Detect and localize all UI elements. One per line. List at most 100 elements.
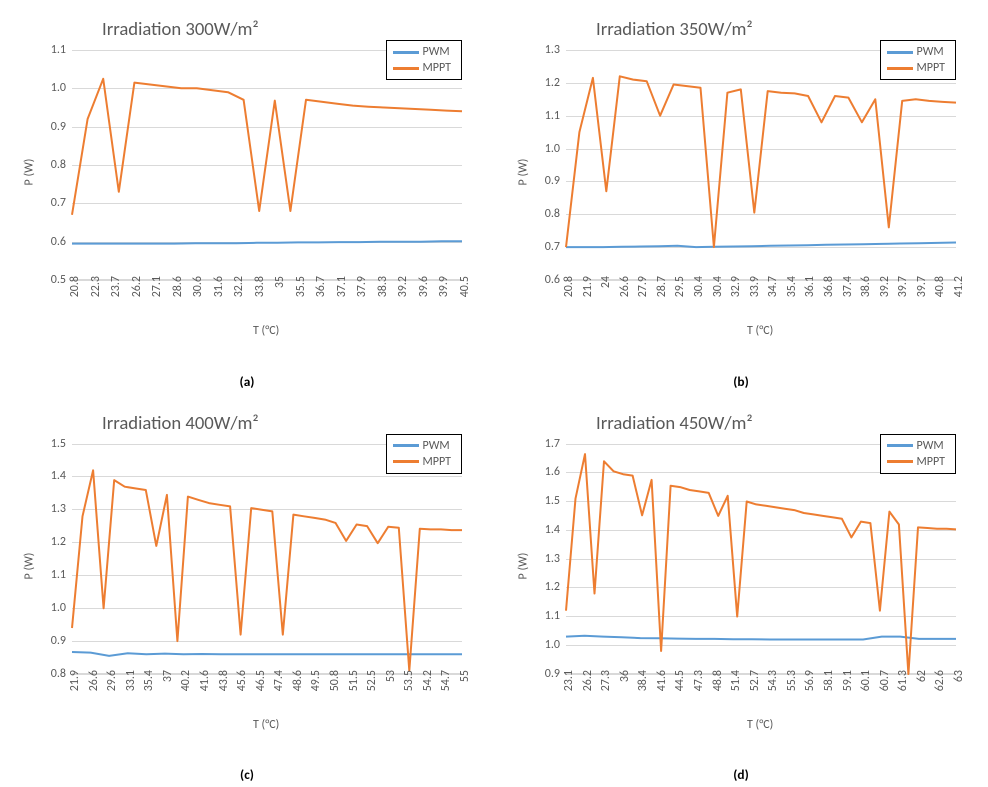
x-tick-label: 32.9 (729, 276, 743, 318)
y-tick-label: 1.3 (10, 502, 66, 516)
y-tick-label: 1.2 (504, 76, 560, 90)
x-tick-label: 38.4 (636, 670, 650, 712)
x-tick-label: 21.9 (581, 276, 595, 318)
x-tick-label: 27.3 (599, 670, 613, 712)
x-tick-label: 55 (458, 670, 472, 712)
series-pwm (566, 635, 956, 639)
x-tick-label: 26.2 (130, 276, 144, 318)
x-tick-label: 32.2 (232, 276, 246, 318)
y-tick-label: 1.4 (504, 523, 560, 537)
x-tick-label: 53.5 (402, 670, 416, 712)
legend-pwm: PWM (393, 45, 451, 59)
y-tick-label: 0.9 (10, 634, 66, 648)
legend-pwm: PWM (393, 439, 451, 453)
x-tick-label: 36.7 (314, 276, 328, 318)
x-tick-label: 60.1 (859, 670, 873, 712)
x-tick-label: 35.4 (785, 276, 799, 318)
x-tick-label: 39.7 (896, 276, 910, 318)
x-tick-label: 47.3 (692, 670, 706, 712)
legend-line-swatch (887, 444, 913, 447)
x-tick-label: 41.6 (198, 670, 212, 712)
x-tick-label: 53 (384, 670, 398, 712)
chart-wrap: Irradiation 400W/m²PWMMPPT0.80.91.01.11.… (10, 404, 484, 765)
x-tick-label: 28.7 (655, 276, 669, 318)
y-tick-label: 0.7 (504, 240, 560, 254)
x-tick-label: 39.6 (417, 276, 431, 318)
legend-line-swatch (393, 444, 419, 447)
y-tick-label: 1.4 (10, 469, 66, 483)
legend: PWM MPPT (386, 40, 462, 80)
x-tick-label: 26.6 (87, 670, 101, 712)
subplot-label: (d) (733, 766, 748, 783)
x-tick-label: 41.6 (655, 670, 669, 712)
legend-mppt: MPPT (887, 455, 945, 469)
legend: PWM MPPT (880, 434, 956, 474)
x-axis-label: T (°C) (253, 718, 279, 732)
x-tick-label: 47.4 (272, 670, 286, 712)
x-tick-label: 38.6 (859, 276, 873, 318)
x-tick-label: 59.1 (841, 670, 855, 712)
y-tick-label: 0.9 (10, 120, 66, 134)
x-tick-label: 20.8 (68, 276, 82, 318)
series-pwm (566, 243, 956, 248)
chart-title: Irradiation 450W/m² (596, 412, 753, 435)
y-tick-label: 1.1 (504, 109, 560, 123)
legend-line-swatch (887, 67, 913, 70)
chart-wrap: Irradiation 350W/m²PWMMPPT0.60.70.80.91.… (504, 10, 978, 371)
series-mppt (72, 79, 462, 215)
series-svg (72, 444, 462, 674)
chart-cell: Irradiation 300W/m²PWMMPPT0.50.60.70.80.… (0, 0, 494, 394)
x-tick-label: 37 (161, 670, 175, 712)
series-svg (566, 444, 956, 674)
legend-pwm: PWM (887, 45, 945, 59)
legend-pwm: PWM (887, 439, 945, 453)
x-tick-label: 31.6 (212, 276, 226, 318)
subplot-label: (c) (240, 766, 254, 783)
x-tick-label: 39.7 (915, 276, 929, 318)
y-tick-label: 1.0 (10, 81, 66, 95)
chart-cell: Irradiation 400W/m²PWMMPPT0.80.91.01.11.… (0, 394, 494, 787)
y-tick-label: 1.3 (504, 552, 560, 566)
y-tick-label: 1.5 (504, 494, 560, 508)
y-tick-label: 1.1 (10, 568, 66, 582)
y-tick-label: 0.8 (504, 207, 560, 221)
y-tick-label: 0.9 (504, 174, 560, 188)
x-tick-label: 37.9 (355, 276, 369, 318)
y-axis-label: P (W) (516, 159, 530, 186)
legend-line-swatch (887, 51, 913, 54)
legend-label: MPPT (917, 455, 945, 469)
x-axis-label: T (°C) (747, 718, 773, 732)
x-tick-label: 63 (952, 670, 966, 712)
x-tick-label: 29.5 (673, 276, 687, 318)
x-tick-label: 52.7 (748, 670, 762, 712)
x-tick-label: 40.8 (933, 276, 947, 318)
y-tick-label: 1.1 (504, 609, 560, 623)
legend-line-swatch (887, 460, 913, 463)
x-tick-label: 33.1 (124, 670, 138, 712)
legend-label: MPPT (423, 61, 451, 75)
x-tick-label: 33.8 (253, 276, 267, 318)
y-tick-label: 0.8 (10, 667, 66, 681)
y-tick-label: 1.3 (504, 43, 560, 57)
x-tick-label: 27.1 (150, 276, 164, 318)
chart-title: Irradiation 350W/m² (596, 18, 753, 41)
legend-label: PWM (423, 439, 450, 453)
x-tick-label: 34.7 (766, 276, 780, 318)
y-tick-label: 0.7 (10, 196, 66, 210)
x-tick-label: 43.8 (217, 670, 231, 712)
x-tick-label: 38.3 (376, 276, 390, 318)
y-tick-label: 1.7 (504, 437, 560, 451)
legend: PWMMPPT (386, 434, 462, 474)
x-tick-label: 26.6 (618, 276, 632, 318)
y-tick-label: 1.5 (10, 437, 66, 451)
y-tick-label: 1.1 (10, 43, 66, 57)
x-tick-label: 21.9 (68, 670, 82, 712)
series-pwm (72, 241, 462, 243)
x-tick-label: 30.4 (711, 276, 725, 318)
x-tick-label: 58.1 (822, 670, 836, 712)
y-axis-label: P (W) (22, 159, 36, 186)
chart-title: Irradiation 400W/m² (102, 412, 259, 435)
x-tick-label: 23.7 (109, 276, 123, 318)
legend-line-swatch (393, 51, 419, 54)
x-tick-label: 51.4 (729, 670, 743, 712)
